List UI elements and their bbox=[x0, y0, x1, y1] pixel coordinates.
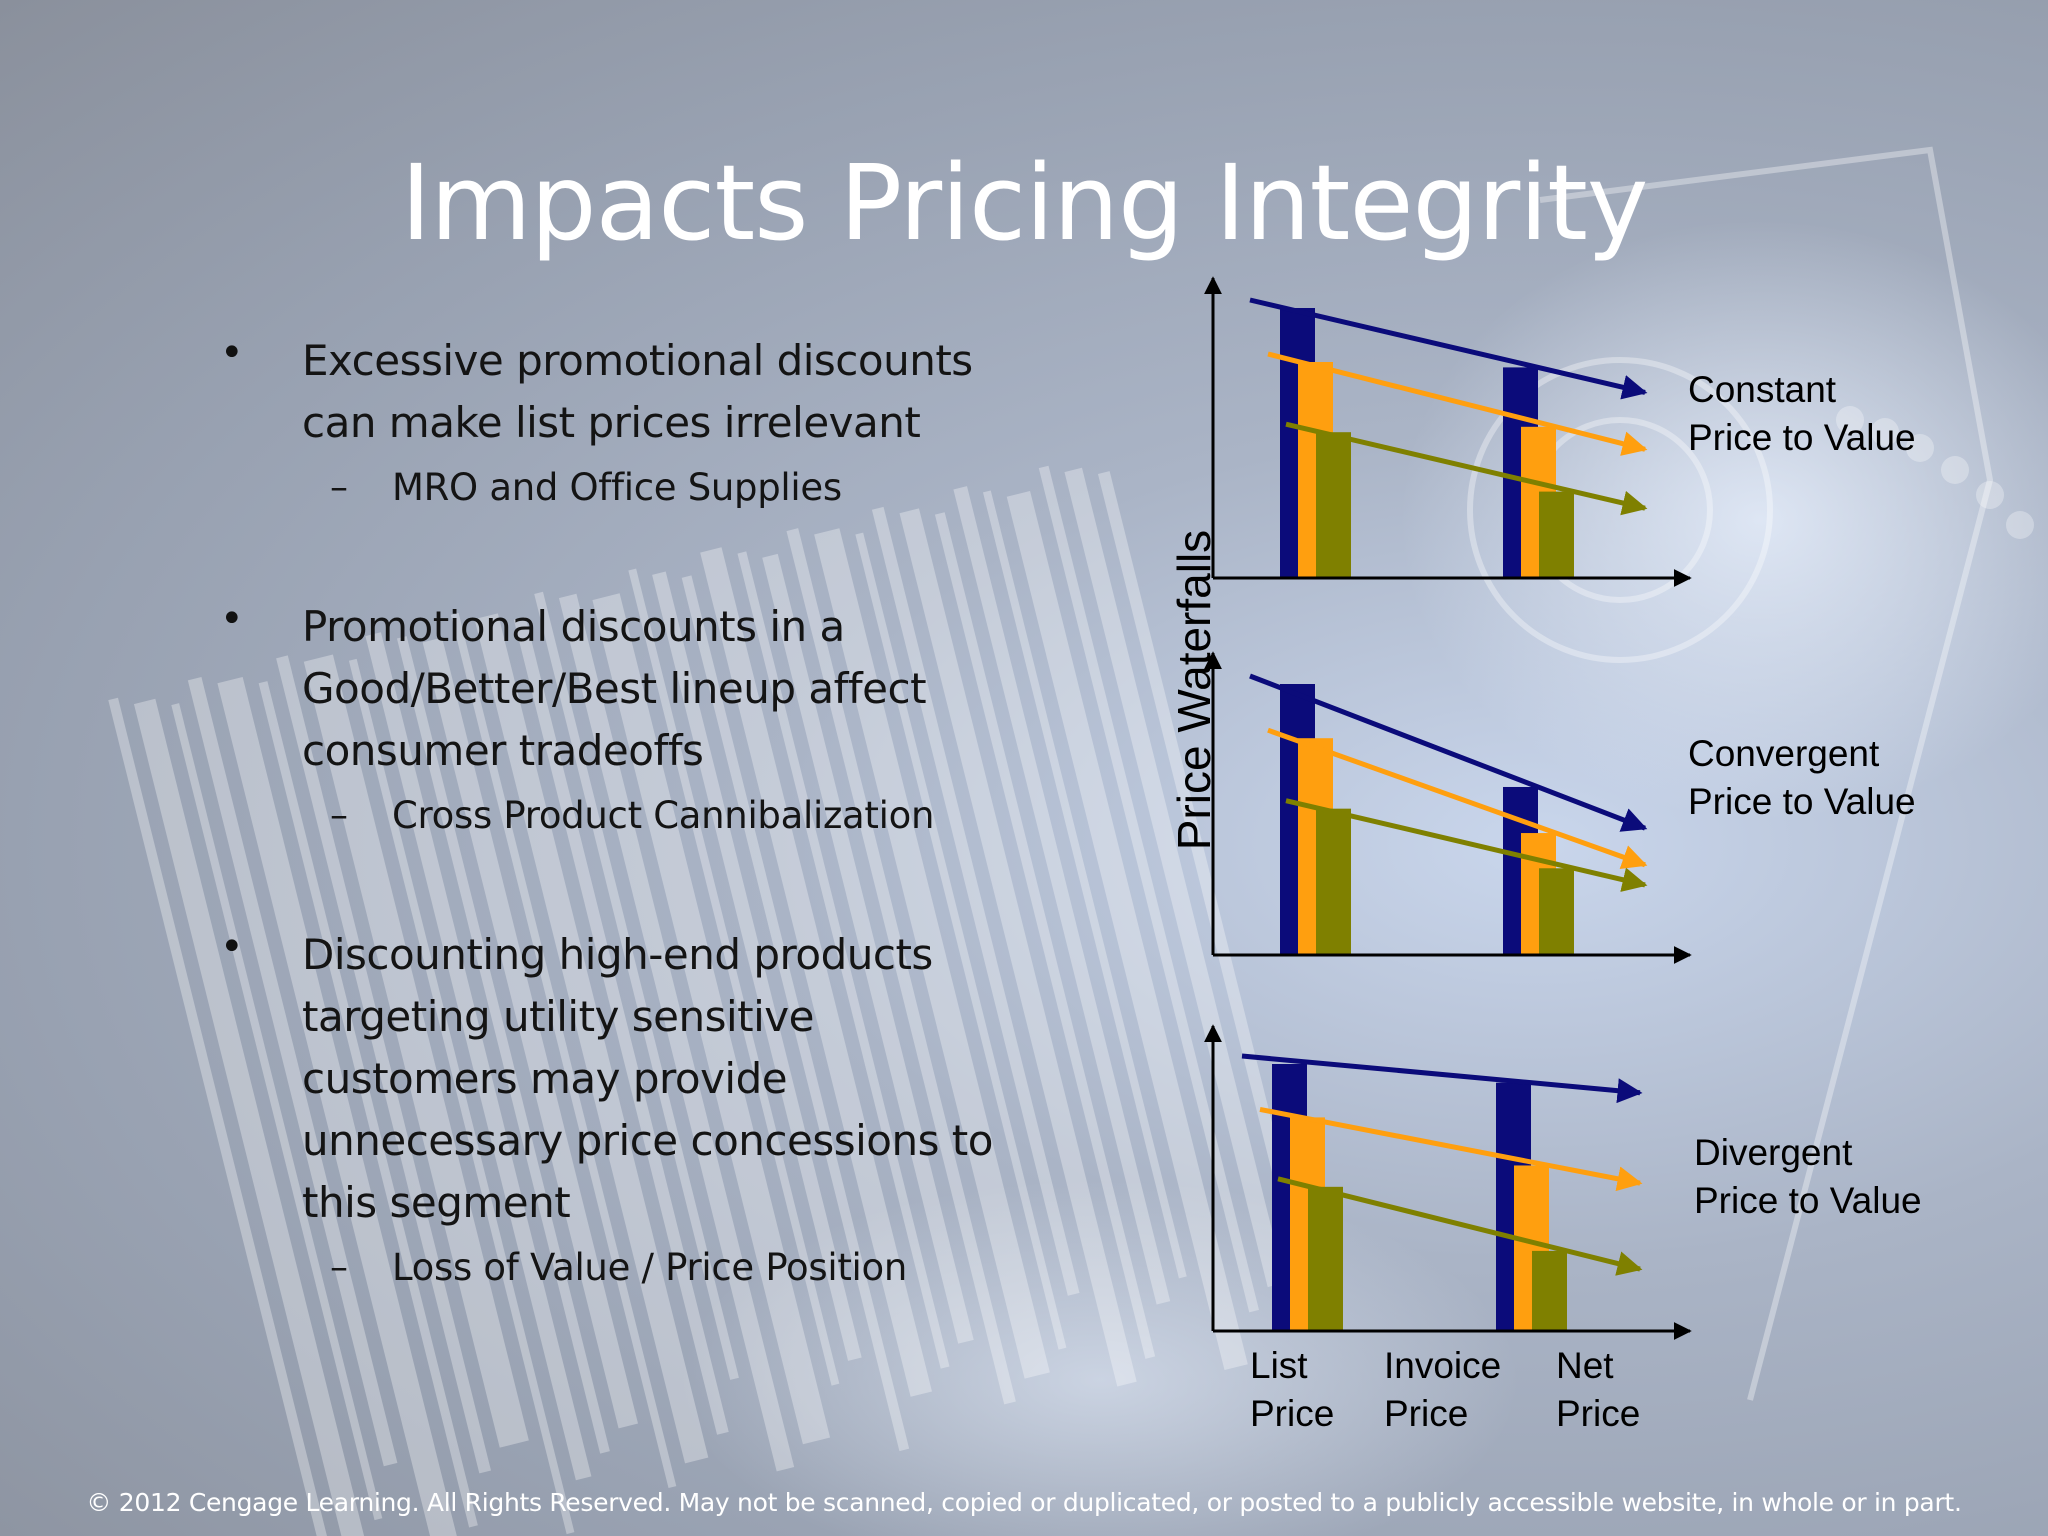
bullet-item: • Discounting high-end products targetin… bbox=[220, 924, 1010, 1298]
bullet-line: consumer tradeoffs bbox=[302, 726, 704, 775]
x-label-list-line1: List bbox=[1250, 1345, 1308, 1386]
trend-arrow-2 bbox=[1277, 1176, 1643, 1276]
sub-bullet: – Cross Product Cannibalization bbox=[220, 790, 1010, 846]
sub-bullet: – Loss of Value / Price Position bbox=[220, 1242, 1010, 1298]
waterfall-panel bbox=[1204, 1024, 1692, 1340]
trend-arrow-1 bbox=[1267, 351, 1648, 456]
dash-icon: – bbox=[330, 795, 348, 836]
panel-label-convergent-line1: Convergent bbox=[1688, 733, 1880, 774]
waterfall-panel bbox=[1204, 276, 1692, 587]
bullet-line: customers may provide bbox=[302, 1054, 788, 1103]
bullet-line: Excessive promotional discounts bbox=[302, 336, 973, 385]
trend-arrow-0 bbox=[1241, 1053, 1643, 1104]
list-price-bar-2 bbox=[1316, 808, 1351, 955]
trend-arrow-1 bbox=[1267, 727, 1648, 870]
sub-bullet: – MRO and Office Supplies bbox=[220, 462, 1010, 518]
bullet-line: this segment bbox=[302, 1178, 571, 1227]
bullet-line: unnecessary price concessions to bbox=[302, 1116, 993, 1165]
trend-arrow-2 bbox=[1285, 421, 1648, 516]
trend-arrow-1 bbox=[1259, 1106, 1643, 1192]
sub-bullet-text: Loss of Value / Price Position bbox=[392, 1246, 908, 1289]
list-price-bar-2 bbox=[1316, 432, 1351, 578]
x-label-invoice-line2: Price bbox=[1384, 1393, 1468, 1434]
dash-icon: – bbox=[330, 1247, 348, 1288]
copyright-footer: © 2012 Cengage Learning. All Rights Rese… bbox=[86, 1488, 1962, 1517]
x-label-list-line2: Price bbox=[1250, 1393, 1334, 1434]
sub-bullet-text: Cross Product Cannibalization bbox=[392, 794, 935, 837]
bullet-text: Discounting high-end products targeting … bbox=[302, 924, 1010, 1234]
bullet-item: • Excessive promotional discounts can ma… bbox=[220, 330, 1010, 518]
bullet-dot-icon: • bbox=[220, 924, 244, 970]
panel-labels: Constant Price to Value Convergent Price… bbox=[1688, 369, 1922, 1221]
trend-arrow-0 bbox=[1249, 673, 1648, 832]
bullet-item: • Promotional discounts in a Good/Better… bbox=[220, 596, 1010, 846]
dash-icon: – bbox=[330, 467, 348, 508]
trend-arrow-0 bbox=[1249, 297, 1648, 400]
trend-arrow-2 bbox=[1285, 798, 1648, 892]
x-label-net-line1: Net bbox=[1556, 1345, 1614, 1386]
net-price-bar-2 bbox=[1532, 1250, 1567, 1331]
panel-label-divergent-line1: Divergent bbox=[1694, 1132, 1853, 1173]
waterfall-panels bbox=[1204, 276, 1692, 1340]
slide-title: Impacts Pricing Integrity bbox=[400, 142, 1649, 264]
bullet-line: can make list prices irrelevant bbox=[302, 398, 921, 447]
bullet-line: Good/Better/Best lineup affect bbox=[302, 664, 927, 713]
waterfall-panel bbox=[1204, 651, 1692, 964]
bullet-line: Promotional discounts in a bbox=[302, 602, 845, 651]
net-price-bar-2 bbox=[1539, 491, 1574, 578]
bullet-dot-icon: • bbox=[220, 596, 244, 642]
panel-label-constant-line2: Price to Value bbox=[1688, 417, 1916, 458]
panel-label-convergent-line2: Price to Value bbox=[1688, 781, 1916, 822]
x-label-net-line2: Price bbox=[1556, 1393, 1640, 1434]
x-axis-labels: List Price Invoice Price Net Price bbox=[1250, 1345, 1640, 1434]
bullet-text: Promotional discounts in a Good/Better/B… bbox=[302, 596, 1010, 782]
panel-label-divergent-line2: Price to Value bbox=[1694, 1180, 1922, 1221]
bullet-dot-icon: • bbox=[220, 330, 244, 376]
x-label-invoice-line1: Invoice bbox=[1384, 1345, 1501, 1386]
bullet-line: Discounting high-end products bbox=[302, 930, 933, 979]
bullet-text: Excessive promotional discounts can make… bbox=[302, 330, 1010, 454]
panel-label-constant-line1: Constant bbox=[1688, 369, 1837, 410]
net-price-bar-2 bbox=[1539, 868, 1574, 955]
sub-bullet-text: MRO and Office Supplies bbox=[392, 466, 842, 509]
list-price-bar-2 bbox=[1308, 1186, 1343, 1331]
y-axis-label: Price Waterfalls bbox=[1168, 530, 1220, 850]
bullet-line: targeting utility sensitive bbox=[302, 992, 815, 1041]
